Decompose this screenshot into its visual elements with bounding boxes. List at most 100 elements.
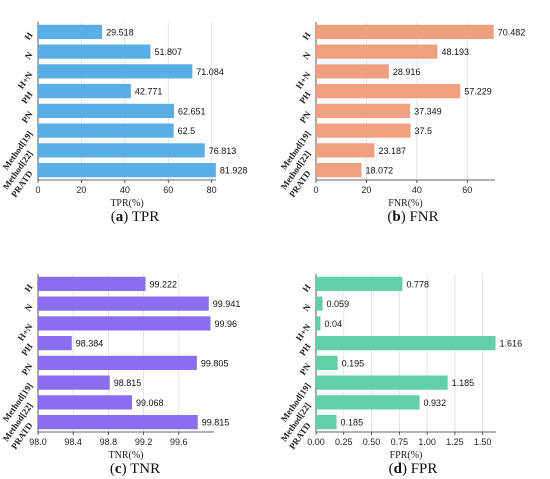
value-label: 0.185: [341, 418, 364, 428]
bar: [316, 276, 403, 291]
x-tick-label: 80: [207, 185, 217, 195]
category-label: PN: [20, 361, 35, 377]
bar: [316, 336, 496, 351]
bar: [38, 296, 209, 311]
value-label: 70.482: [498, 27, 526, 37]
tpr-bar-chart: 0 20 40 60 80 TPR(%) 29.518 H 51.807 N 71.084 H+N 42…: [1, 22, 248, 209]
bar: [38, 123, 174, 138]
x-tick-label: 98.0: [29, 437, 47, 447]
caption-letter: c: [114, 461, 122, 477]
caption-tpr: (a) TPR: [110, 209, 160, 225]
category-label: PN: [298, 109, 313, 125]
x-tick-label: 60: [163, 185, 173, 195]
value-label: 0.778: [406, 279, 429, 289]
x-tick-label: 0.25: [335, 437, 353, 447]
value-label: 99.222: [150, 279, 178, 289]
panel-tpr: 0 20 40 60 80 TPR(%) 29.518 H 51.807 N 71.084 H+N 42…: [0, 0, 270, 226]
value-label: 81.928: [220, 166, 248, 176]
bar: [316, 64, 389, 79]
category-label: H: [22, 30, 34, 41]
bar: [316, 415, 337, 430]
tnr-bar-chart: 98.0 98.4 98.8 99.2 99.6 TNR(%) 99.222 H 99.941 N…: [1, 274, 240, 461]
category-label: H+N: [16, 69, 35, 90]
x-tick-label: 0: [35, 185, 40, 195]
caption-text: FNR: [409, 209, 439, 225]
bar: [316, 123, 411, 138]
bar: [316, 296, 323, 311]
bar: [38, 316, 211, 331]
bar: [38, 44, 151, 59]
fnr-bar-chart: 0 20 40 60 FNR(%) 70.482 H 48.193 N 28.916 H+N 57.2…: [279, 22, 526, 209]
value-label: 37.5: [415, 126, 433, 136]
category-label: H+N: [16, 321, 35, 342]
category-label: H+N: [294, 321, 313, 342]
caption-text: TPR: [131, 209, 160, 225]
category-label: N: [23, 50, 35, 61]
x-tick-label: 20: [76, 185, 86, 195]
category-label: PN: [20, 109, 35, 125]
x-tick-label: 1.00: [418, 437, 436, 447]
value-label: 99.96: [214, 319, 237, 329]
x-tick-label: 0.50: [363, 437, 381, 447]
bar: [316, 163, 362, 178]
bar: [38, 103, 174, 118]
value-label: 1.616: [500, 339, 523, 349]
category-label: PH: [297, 90, 312, 106]
value-label: 48.193: [442, 47, 470, 57]
caption-tnr: (c) TNR: [109, 461, 161, 477]
value-label: 71.084: [196, 67, 224, 77]
category-label: PN: [298, 361, 313, 377]
value-label: 0.195: [342, 358, 365, 368]
bar: [38, 84, 131, 99]
bar: [38, 395, 132, 410]
bar: [316, 103, 411, 118]
category-label: H+N: [294, 69, 313, 90]
value-label: 0.059: [327, 299, 350, 309]
caption-fnr: (b) FNR: [387, 209, 439, 225]
bar: [316, 24, 494, 39]
value-label: 18.072: [366, 166, 394, 176]
x-axis-label: FPR(%): [390, 450, 423, 461]
bar: [38, 355, 197, 370]
caption-letter: d: [393, 461, 402, 477]
value-label: 23.187: [378, 146, 406, 156]
x-tick-label: 60: [462, 185, 472, 195]
x-tick-label: 99.6: [170, 437, 188, 447]
value-label: 28.916: [393, 67, 421, 77]
x-tick-label: 40: [120, 185, 130, 195]
x-axis-label: TPR(%): [110, 198, 143, 209]
bar: [38, 24, 103, 39]
value-label: 76.813: [209, 146, 237, 156]
bar: [316, 355, 338, 370]
value-label: 51.807: [154, 47, 182, 57]
panel-tnr: 98.0 98.4 98.8 99.2 99.6 TNR(%) 99.222 H 99.941 N…: [0, 252, 270, 478]
bar: [38, 163, 216, 178]
panel-fnr: 0 20 40 60 FNR(%) 70.482 H 48.193 N 28.916 H+N 57.2…: [278, 0, 548, 226]
x-axis-label: TNR(%): [109, 450, 144, 461]
category-label: N: [301, 302, 313, 313]
x-tick-label: 1.50: [474, 437, 492, 447]
x-tick-label: 98.8: [100, 437, 118, 447]
category-label: N: [23, 302, 35, 313]
x-tick-label: 40: [412, 185, 422, 195]
category-label: PH: [19, 90, 34, 106]
fpr-bar-chart: 0.00 0.25 0.50 0.75 1.00 1.25 1.50 FPR(%) 0.778 H…: [279, 274, 523, 461]
bar: [38, 64, 193, 79]
x-axis-label: FNR(%): [388, 198, 422, 209]
value-label: 57.229: [464, 87, 492, 97]
caption-fpr: (d) FPR: [388, 461, 438, 477]
bar: [38, 375, 110, 390]
bar: [38, 336, 72, 351]
bar: [38, 276, 146, 291]
value-label: 37.349: [414, 106, 442, 116]
value-label: 1.185: [452, 378, 475, 388]
value-label: 62.5: [178, 126, 196, 136]
x-tick-label: 1.25: [446, 437, 464, 447]
value-label: 42.771: [135, 87, 163, 97]
caption-text: FPR: [410, 461, 438, 477]
x-tick-label: 0: [313, 185, 318, 195]
panel-fpr: 0.00 0.25 0.50 0.75 1.00 1.25 1.50 FPR(%) 0.778 H…: [278, 252, 548, 478]
category-label: PH: [297, 342, 312, 358]
value-label: 29.518: [106, 27, 134, 37]
